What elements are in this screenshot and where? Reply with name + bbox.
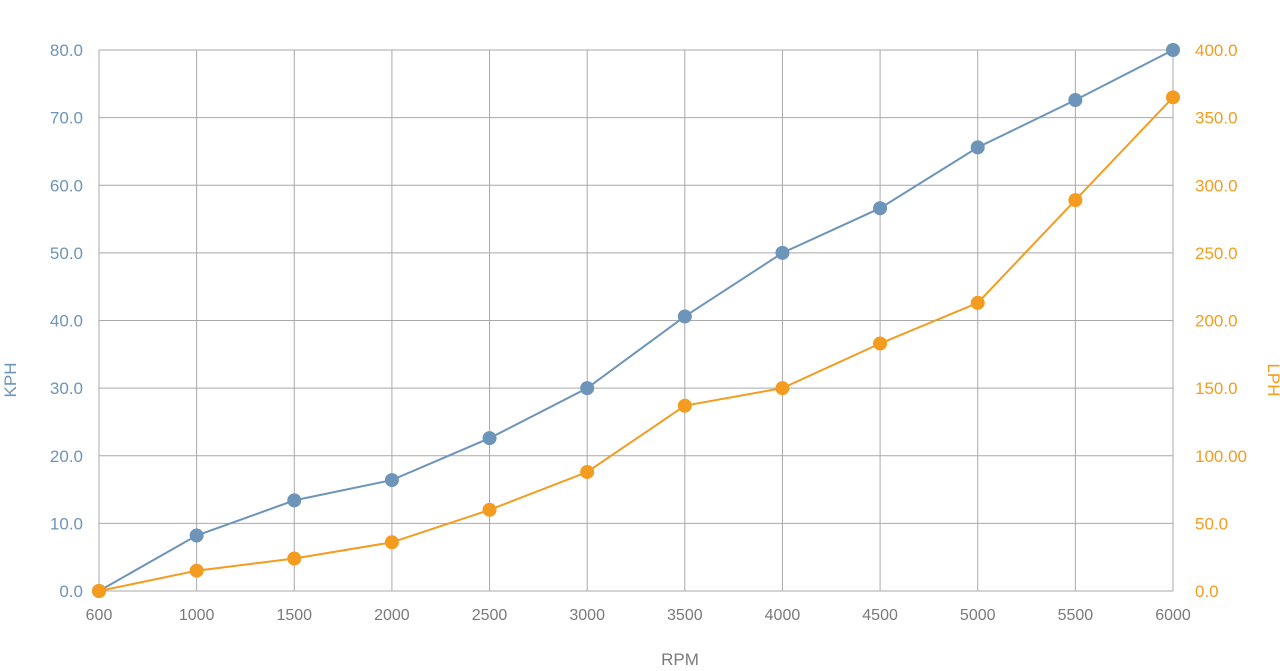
data-point-left <box>1166 43 1180 57</box>
data-point-right <box>287 551 302 566</box>
data-point-left <box>287 493 302 508</box>
data-point-left <box>384 473 399 488</box>
y-left-tick-label: 40.0 <box>50 312 83 331</box>
y-left-tick-label: 0.0 <box>59 582 83 601</box>
y-left-tick-label: 10.0 <box>50 514 83 533</box>
x-tick-label: 4500 <box>862 607 898 624</box>
y-right-tick-label: 400.0 <box>1195 41 1238 60</box>
data-point-right <box>1068 193 1083 208</box>
grid <box>98 49 1174 592</box>
x-axis-title: RPM <box>661 650 699 669</box>
x-tick-label: 4000 <box>765 607 801 624</box>
data-point-right <box>775 381 790 396</box>
y-right-tick-label: 350.0 <box>1195 109 1238 128</box>
series-layer <box>92 43 1180 598</box>
data-point-right <box>482 502 497 517</box>
data-point-left <box>1068 93 1083 108</box>
data-point-left <box>482 431 497 446</box>
y-left-axis-title: KPH <box>1 363 20 398</box>
x-tick-label: 1000 <box>179 607 215 624</box>
data-point-right <box>873 336 888 351</box>
data-point-left <box>189 528 204 543</box>
data-point-right <box>1166 90 1180 105</box>
data-point-right <box>580 464 595 479</box>
series-line-left <box>98 49 1174 592</box>
data-point-left <box>677 309 692 324</box>
data-point-right <box>677 398 692 413</box>
x-tick-label: 1500 <box>276 607 312 624</box>
data-point-left <box>873 201 888 216</box>
data-point-right <box>92 584 106 598</box>
x-tick-label: 600 <box>86 607 113 624</box>
y-left-tick-label: 60.0 <box>50 176 83 195</box>
y-left-tick-label: 20.0 <box>50 447 83 466</box>
data-point-right <box>189 563 204 578</box>
y-left-tick-label: 30.0 <box>50 379 83 398</box>
series-line-right <box>98 96 1174 592</box>
y-left-tick-label: 50.0 <box>50 244 83 263</box>
x-tick-label: 3500 <box>667 607 703 624</box>
x-tick-label: 5500 <box>1058 607 1094 624</box>
y-right-tick-label: 250.0 <box>1195 244 1238 263</box>
y-right-axis-title: LPH <box>1264 363 1280 396</box>
y-right-tick-label: 200.0 <box>1195 312 1238 331</box>
y-left-tick-label: 70.0 <box>50 109 83 128</box>
data-point-right <box>970 295 985 310</box>
y-right-tick-label: 100.00 <box>1195 447 1247 466</box>
data-point-left <box>775 245 790 260</box>
data-point-left <box>580 381 595 396</box>
y-right-tick-label: 0.0 <box>1195 582 1219 601</box>
data-point-right <box>384 535 399 550</box>
x-tick-label: 6000 <box>1155 607 1191 624</box>
y-left-tick-label: 80.0 <box>50 41 83 60</box>
y-right-tick-label: 300.0 <box>1195 176 1238 195</box>
data-point-left <box>970 140 985 155</box>
x-tick-label: 5000 <box>960 607 996 624</box>
x-tick-label: 2500 <box>472 607 508 624</box>
y-right-tick-label: 150.0 <box>1195 379 1238 398</box>
x-tick-label: 3000 <box>569 607 605 624</box>
tick-labels: 0.0 10.0 20.0 30.0 40.0 50.0 60.0 70.0 80.0 0.0 50… <box>50 41 1247 624</box>
x-tick-label: 2000 <box>374 607 410 624</box>
y-right-tick-label: 50.0 <box>1195 514 1228 533</box>
